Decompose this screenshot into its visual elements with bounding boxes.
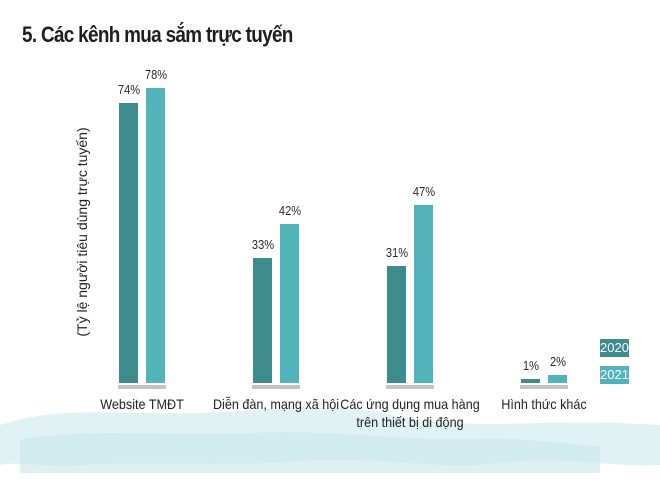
category-label: Website TMĐT <box>100 396 184 412</box>
category-baseline <box>118 385 166 389</box>
value-label: 33% <box>251 237 275 253</box>
value-label: 47% <box>412 184 436 200</box>
category-label: Các ứng dụng mua hàng trên thiết bị di độ… <box>340 396 480 430</box>
chart-title: 5. Các kênh mua sắm trực tuyến <box>22 22 293 47</box>
category-baseline <box>386 385 434 389</box>
bar-2020 <box>387 265 406 383</box>
y-axis-label: (Tỷ lệ người tiêu dùng trực tuyến) <box>74 127 90 337</box>
category-label: Hình thức khác <box>501 396 587 412</box>
category-baseline <box>252 385 300 389</box>
bar-2020 <box>253 258 272 383</box>
bar-2020 <box>521 379 540 383</box>
category-baseline <box>520 385 568 389</box>
bar-2021 <box>146 88 165 383</box>
value-label: 2% <box>550 354 566 370</box>
bar-2021 <box>280 224 299 383</box>
value-label: 78% <box>144 67 168 83</box>
category-label: Diễn đàn, mạng xã hội <box>212 396 340 412</box>
bar-2021 <box>548 375 567 383</box>
value-label: 1% <box>523 358 539 373</box>
value-label: 74% <box>117 82 141 98</box>
legend-2020: 2020 <box>600 339 629 357</box>
bar-2021 <box>414 205 433 383</box>
bar-2020 <box>119 103 138 383</box>
value-label: 31% <box>385 244 409 260</box>
background-wave-decoration <box>0 407 660 473</box>
legend-2021: 2021 <box>600 366 629 384</box>
value-label: 42% <box>278 203 302 219</box>
